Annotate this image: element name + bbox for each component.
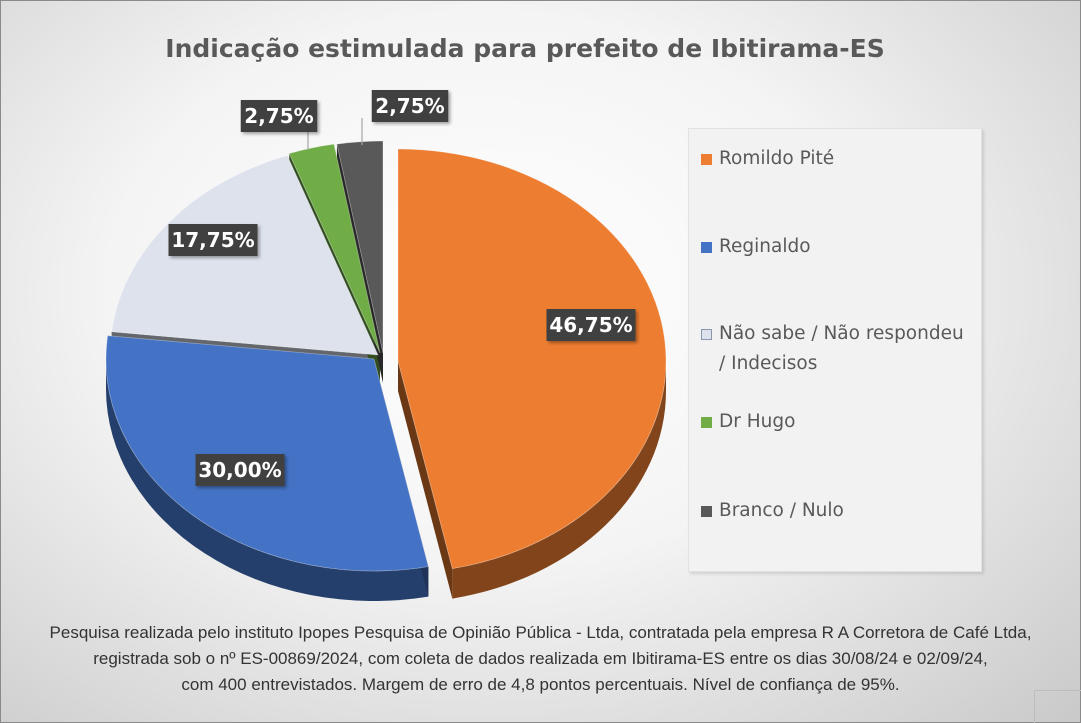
legend-label: Dr Hugo bbox=[719, 411, 796, 432]
data-label-box bbox=[546, 309, 636, 341]
data-label: 17,75% bbox=[168, 224, 258, 256]
data-label-text: 17,75% bbox=[171, 228, 254, 252]
data-label: 30,00% bbox=[195, 454, 285, 486]
data-label-box bbox=[240, 100, 318, 132]
chart-legend: Romildo Pité Reginaldo Não sabe / Não re… bbox=[688, 128, 982, 572]
legend-item-nao-sabe: Não sabe / Não respondeu / Indecisos bbox=[701, 319, 977, 379]
data-label-text: 2,75% bbox=[375, 94, 444, 118]
survey-footnote: Pesquisa realizada pelo instituto Ipopes… bbox=[0, 620, 1081, 698]
data-label: 2,75% bbox=[371, 90, 449, 122]
data-label: 2,75% bbox=[240, 100, 318, 132]
legend-label: Reginaldo bbox=[719, 236, 811, 257]
legend-swatch bbox=[701, 329, 712, 340]
pie-slice-side bbox=[452, 361, 666, 599]
chart-title: Indicação estimulada para prefeito de Ib… bbox=[165, 34, 885, 63]
leader-lines bbox=[307, 118, 363, 150]
data-label-box bbox=[195, 454, 285, 486]
pie-slice-side bbox=[106, 359, 429, 601]
legend-swatch bbox=[701, 417, 712, 428]
legend-label: Não sabe / Não respondeu / Indecisos bbox=[719, 319, 979, 379]
legend-label: Branco / Nulo bbox=[719, 500, 844, 521]
pie-slice bbox=[288, 143, 381, 354]
footnote-line: Pesquisa realizada pelo instituto Ipopes… bbox=[49, 623, 1032, 642]
footnote-line: com 400 entrevistados. Margem de erro de… bbox=[181, 675, 900, 694]
legend-label: Romildo Pité bbox=[719, 148, 835, 169]
pie-slice bbox=[105, 335, 429, 572]
data-label-text: 46,75% bbox=[549, 313, 632, 337]
pie-tops bbox=[105, 140, 667, 572]
data-label-text: 30,00% bbox=[198, 458, 281, 482]
data-labels: 46,75% 30,00% 17,75% 2,75% 2,75% bbox=[168, 90, 636, 486]
data-label-box bbox=[168, 224, 258, 256]
pie-slice bbox=[397, 148, 667, 570]
pie-slice bbox=[336, 140, 384, 354]
legend-swatch bbox=[701, 506, 712, 517]
legend-label-line: Não sabe / Não respondeu bbox=[719, 323, 964, 344]
legend-label-line: / Indecisos bbox=[719, 353, 818, 374]
footnote-line: registrada sob o nº ES-00869/2024, com c… bbox=[93, 649, 988, 668]
data-label-box bbox=[371, 90, 449, 122]
legend-swatch bbox=[701, 154, 712, 165]
pie-slice-edge bbox=[398, 361, 453, 599]
corner-box bbox=[1034, 690, 1081, 723]
data-label-text: 2,75% bbox=[244, 104, 313, 128]
legend-swatch bbox=[701, 242, 712, 253]
data-label: 46,75% bbox=[546, 309, 636, 341]
